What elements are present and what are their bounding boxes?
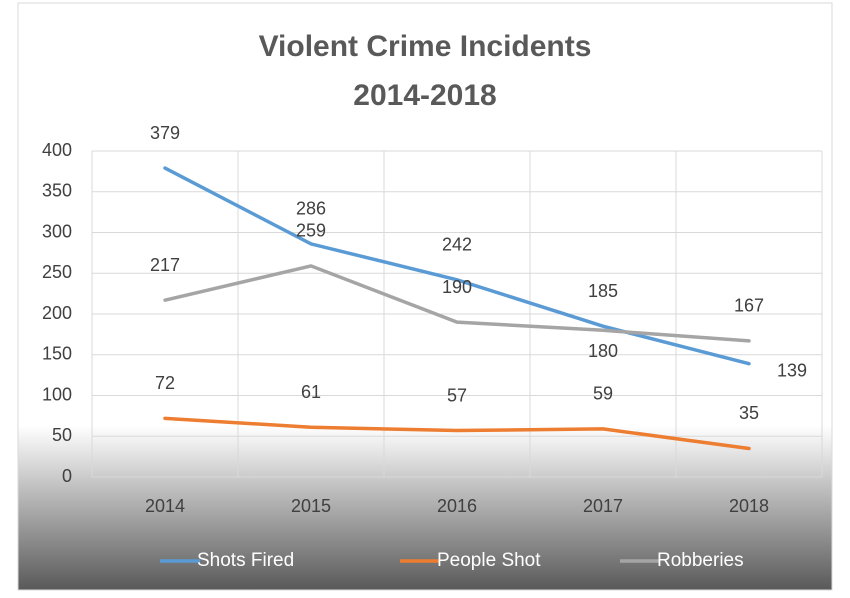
data-label: 190: [442, 277, 472, 297]
y-tick-label: 0: [62, 466, 72, 486]
y-tick-label: 400: [42, 140, 72, 160]
chart-title: Violent Crime Incidents: [259, 30, 592, 63]
data-label: 379: [150, 123, 180, 143]
data-label: 185: [588, 281, 618, 301]
data-label: 180: [588, 341, 618, 361]
x-tick-label: 2014: [145, 496, 185, 516]
y-tick-label: 300: [42, 221, 72, 241]
data-label: 139: [777, 360, 807, 380]
chart-background: [17, 2, 833, 591]
data-label: 72: [155, 373, 175, 393]
legend-text: Robberies: [657, 550, 744, 571]
data-label: 242: [442, 235, 472, 255]
line-series: [163, 264, 751, 343]
y-tick-label: 150: [42, 344, 72, 364]
y-tick-label: 200: [42, 303, 72, 323]
line-series: [163, 166, 751, 366]
y-tick-label: 350: [42, 181, 72, 201]
legend-text: People Shot: [437, 550, 541, 571]
data-label: 35: [739, 403, 759, 423]
line-series: [163, 416, 751, 451]
x-tick-label: 2018: [729, 496, 769, 516]
data-label: 61: [301, 382, 321, 402]
data-label: 286: [296, 199, 326, 219]
x-tick-label: 2015: [291, 496, 331, 516]
y-tick-label: 100: [42, 384, 72, 404]
chart-subtitle: 2014-2018: [353, 79, 496, 112]
data-label: 57: [447, 385, 467, 405]
data-label: 259: [296, 221, 326, 241]
data-label: 167: [734, 296, 764, 316]
data-label: 217: [150, 255, 180, 275]
y-tick-label: 50: [52, 425, 72, 445]
y-tick-label: 250: [42, 262, 72, 282]
legend-text: Shots Fired: [197, 550, 294, 571]
x-tick-label: 2016: [437, 496, 477, 516]
x-tick-label: 2017: [583, 496, 623, 516]
data-label: 59: [593, 384, 613, 404]
